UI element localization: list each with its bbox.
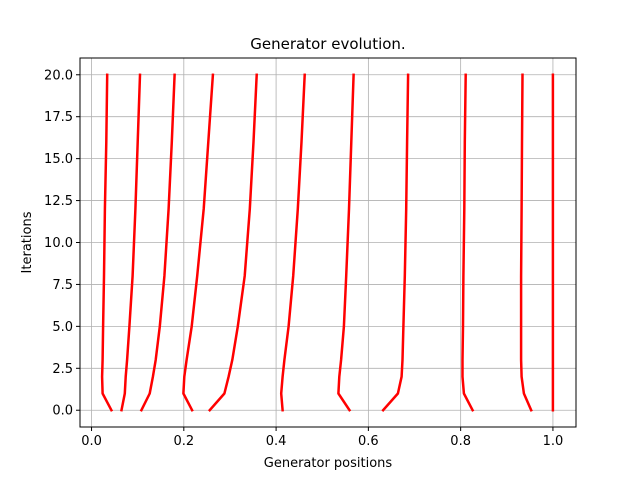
y-tick-label: 20.0 <box>44 68 73 83</box>
x-tick-label: 0.6 <box>358 434 379 449</box>
y-tick-label: 0.0 <box>52 404 73 419</box>
y-tick-label: 17.5 <box>44 110 73 125</box>
series-lines <box>100 73 555 412</box>
x-tick-label: 1.0 <box>543 434 564 449</box>
generator-trajectory-line <box>207 73 259 412</box>
y-tick-label: 7.5 <box>52 278 73 293</box>
generator-trajectory-line <box>337 73 355 412</box>
y-tick-label: 2.5 <box>52 362 73 377</box>
y-axis-label: Iterations <box>20 211 35 273</box>
generator-trajectory-line <box>381 73 410 412</box>
x-tick-label: 0.8 <box>450 434 471 449</box>
generator-trajectory-line <box>120 73 142 412</box>
chart-title: Generator evolution. <box>250 35 405 53</box>
x-tick-label: 0.2 <box>173 434 194 449</box>
generator-trajectory-line <box>279 73 307 412</box>
x-tick-label: 0.4 <box>266 434 287 449</box>
x-axis-label: Generator positions <box>264 456 393 471</box>
generator-trajectory-line <box>100 73 114 412</box>
x-axis-ticks: 0.0 0.2 0.4 0.6 0.8 1.0 <box>81 427 563 449</box>
y-tick-label: 5.0 <box>52 320 73 335</box>
generator-trajectory-line <box>461 73 475 412</box>
y-axis-ticks: 0.0 2.5 5.0 7.5 10.0 12.5 15.0 17.5 20.0 <box>44 68 80 419</box>
x-tick-label: 0.0 <box>81 434 102 449</box>
y-tick-label: 12.5 <box>44 194 73 209</box>
generator-trajectory-line <box>182 73 215 412</box>
generator-trajectory-line <box>139 73 176 412</box>
y-tick-label: 15.0 <box>44 152 73 167</box>
y-tick-label: 10.0 <box>44 236 73 251</box>
generator-trajectory-line <box>519 73 533 412</box>
